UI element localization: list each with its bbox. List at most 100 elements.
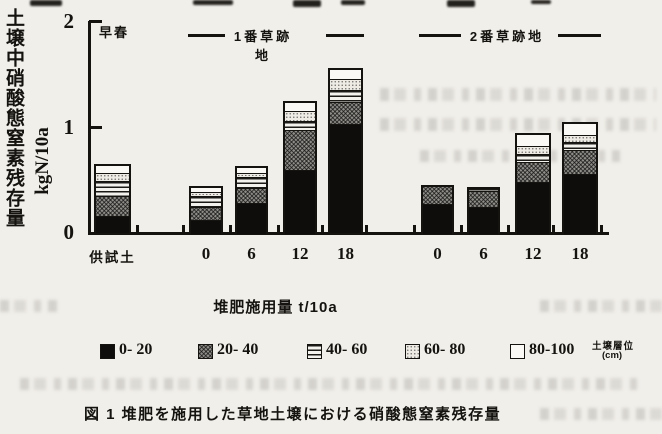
legend-label: 60- 80 <box>424 341 466 358</box>
bleed-through-artifact <box>380 88 656 101</box>
group-header-line <box>419 34 461 37</box>
bar-segment-40-60 <box>237 177 266 189</box>
x-axis-tick <box>552 225 555 232</box>
figure-caption: 図 1 堆肥を施用した草地土壌における硝酸態窒素残存量 <box>84 406 502 423</box>
bar-segment-20-40 <box>330 101 361 124</box>
bar-segment-80-100 <box>191 188 221 193</box>
x-axis-line <box>88 232 609 235</box>
bar-segment-80-100 <box>517 135 549 146</box>
bar-segment-60-80 <box>564 134 596 142</box>
bar-18-4 <box>328 68 363 234</box>
y-tick-label: 0 <box>63 220 75 244</box>
bar-segment-40-60 <box>330 90 361 102</box>
bar-segment-80-100 <box>237 168 266 174</box>
group-header-line <box>558 34 601 37</box>
bar-segment-20-40 <box>285 130 315 171</box>
bar-segment-0-20 <box>423 203 452 235</box>
legend-label: 40- 60 <box>326 341 368 358</box>
legend-swatch-solid-black <box>100 344 115 359</box>
x-category-label: 12 <box>524 244 542 263</box>
bar-18-8 <box>562 122 598 234</box>
bar-12-3 <box>283 101 317 234</box>
scan-smudge <box>193 0 233 5</box>
scan-smudge <box>341 0 365 5</box>
x-axis-tick <box>507 225 510 232</box>
y-axis-tick <box>89 125 102 129</box>
x-axis-tick <box>136 225 139 232</box>
y-axis-title: 土壌中硝酸態窒素残存量 <box>3 8 24 228</box>
bar-segment-20-40 <box>517 162 549 183</box>
x-category-label: 供試土 <box>89 250 136 265</box>
bar-segment-0-20 <box>564 173 596 234</box>
y-axis-unit-label: kgN/10a <box>32 127 53 195</box>
x-category-label: 6 <box>247 244 256 263</box>
x-axis-tick <box>413 225 416 232</box>
bar-segment-40-60 <box>469 189 498 192</box>
x-axis-tick <box>277 225 280 232</box>
x-axis-tick <box>600 225 603 232</box>
scan-smudge <box>531 0 551 4</box>
y-tick-label: 1 <box>63 114 75 139</box>
x-category-label: 18 <box>337 244 354 263</box>
y-axis-tick <box>89 20 102 23</box>
bleed-through-artifact <box>380 118 656 131</box>
bar-segment-0-20 <box>330 123 361 234</box>
y-tick-label: 2 <box>63 9 75 33</box>
bar-segment-40-60 <box>517 153 549 163</box>
bleed-through-artifact <box>0 300 60 312</box>
bar-segment-20-40 <box>423 187 452 204</box>
bar-segment-80-100 <box>285 103 315 112</box>
legend: 土壌層位 (cm) 0- 20 20- 40 40- 60 60- 80 80-100 <box>0 338 662 370</box>
legend-swatch-crosshatch <box>198 344 213 359</box>
season-label: 早春 <box>99 25 130 40</box>
scan-smudge <box>447 0 475 7</box>
x-category-label: 0 <box>433 244 442 263</box>
bar-供試土-0 <box>94 164 131 234</box>
bar-segment-60-80 <box>330 79 361 91</box>
group-header-1: 1番草跡地 <box>233 29 293 63</box>
bleed-through-artifact <box>540 300 662 312</box>
legend-title-unit: (cm) <box>602 350 623 361</box>
x-axis-tick <box>321 225 324 232</box>
bar-6-2 <box>235 166 268 235</box>
x-axis-tick <box>182 225 185 232</box>
bar-segment-20-40 <box>96 195 129 216</box>
group-header-2: 2番草跡地 <box>469 29 545 44</box>
x-axis-title: 堆肥施用量 t/10a <box>213 299 338 316</box>
bar-segment-60-80 <box>285 111 315 121</box>
bleed-through-artifact <box>540 408 662 420</box>
bar-6-6 <box>467 187 500 235</box>
bar-segment-0-20 <box>517 182 549 235</box>
x-axis-tick <box>460 225 463 232</box>
legend-label: 80-100 <box>529 341 575 358</box>
x-axis-tick <box>229 225 232 232</box>
bar-segment-60-80 <box>96 173 129 181</box>
legend-label: 0- 20 <box>119 341 153 358</box>
bar-0-1 <box>189 186 223 235</box>
x-category-label: 18 <box>571 244 589 263</box>
bar-segment-0-20 <box>237 202 266 235</box>
bar-segment-40-60 <box>285 120 315 131</box>
group-header-line <box>188 34 225 37</box>
legend-swatch-white <box>510 344 525 359</box>
x-category-label: 6 <box>479 244 488 263</box>
bar-segment-0-20 <box>285 170 315 234</box>
bar-12-7 <box>515 133 551 235</box>
bar-segment-40-60 <box>96 180 129 196</box>
bleed-through-artifact <box>20 378 640 390</box>
bar-segment-60-80 <box>237 173 266 178</box>
bar-segment-40-60 <box>564 141 596 151</box>
legend-title: 土壌層位 <box>592 341 635 352</box>
bar-segment-20-40 <box>564 150 596 174</box>
bar-segment-60-80 <box>191 192 221 197</box>
bar-segment-20-40 <box>469 191 498 207</box>
bar-segment-20-40 <box>237 188 266 203</box>
bar-segment-80-100 <box>330 70 361 80</box>
bar-segment-0-20 <box>469 206 498 235</box>
bar-segment-60-80 <box>517 145 549 154</box>
legend-swatch-light-dots <box>405 344 420 359</box>
x-category-label: 0 <box>201 244 211 263</box>
bar-0-5 <box>421 185 454 235</box>
legend-label: 20- 40 <box>217 341 259 358</box>
